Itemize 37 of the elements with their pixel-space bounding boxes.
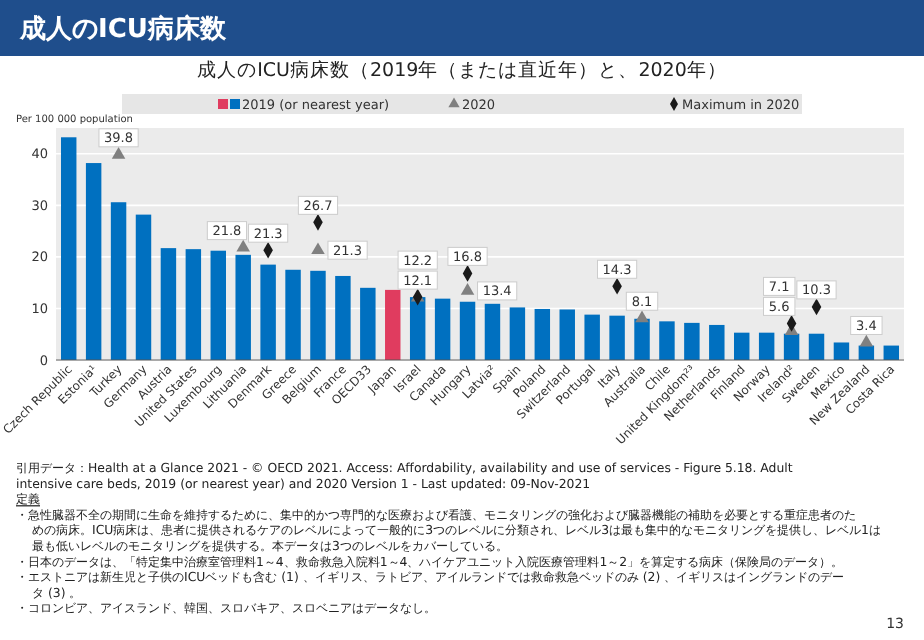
point <box>311 242 325 255</box>
point <box>859 334 874 347</box>
bar <box>709 324 725 360</box>
bar <box>609 315 625 360</box>
bar <box>534 308 551 360</box>
point <box>236 239 250 252</box>
bar <box>135 214 152 360</box>
bar <box>185 249 202 360</box>
bar <box>260 264 276 360</box>
bar <box>310 270 326 360</box>
bar <box>684 322 700 360</box>
point <box>635 310 649 323</box>
point <box>111 147 126 159</box>
bar <box>434 298 451 360</box>
bar <box>584 314 600 360</box>
bar <box>360 287 376 360</box>
bar <box>235 254 251 360</box>
bar <box>758 332 775 360</box>
bar <box>85 163 102 360</box>
bar <box>833 342 850 360</box>
bar <box>285 269 301 360</box>
point <box>460 283 475 295</box>
bar <box>509 307 526 360</box>
chart-subtitle: 成人のICU病床数（2019年（または直近年）と、2020年） <box>197 58 727 82</box>
chart-title: 成人のICU病床数 <box>18 13 228 46</box>
bar <box>734 332 750 360</box>
bar <box>335 275 351 360</box>
bar <box>210 250 226 360</box>
bar <box>659 321 675 360</box>
bar <box>110 202 127 360</box>
bar <box>385 289 401 360</box>
bar <box>160 248 177 360</box>
bar <box>459 301 476 360</box>
bar <box>808 333 825 360</box>
bar <box>60 137 77 360</box>
bar <box>634 318 650 360</box>
bar <box>559 309 575 360</box>
